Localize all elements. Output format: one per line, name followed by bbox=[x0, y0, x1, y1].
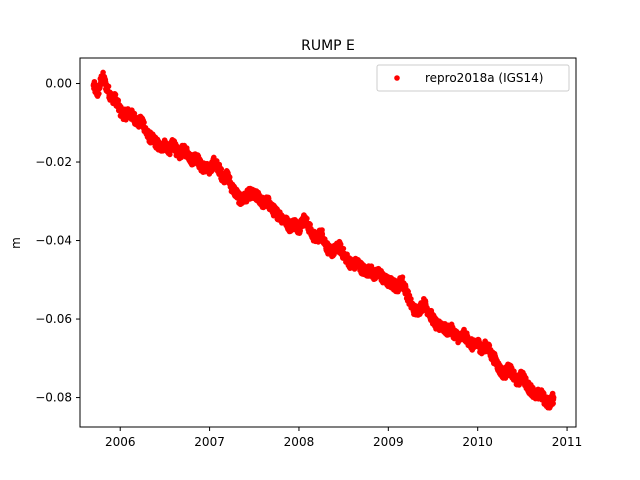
data-point bbox=[550, 400, 556, 407]
x-axis: 2006 2007 2008 2009 2010 2011 bbox=[105, 427, 582, 449]
legend-label: repro2018a (IGS14) bbox=[425, 71, 543, 85]
data-point bbox=[337, 241, 344, 248]
x-tick-label: 2010 bbox=[462, 435, 493, 449]
y-tick-label: −0.06 bbox=[35, 312, 72, 326]
legend-marker bbox=[394, 75, 400, 81]
x-tick-label: 2009 bbox=[373, 435, 404, 449]
data-point bbox=[550, 396, 557, 403]
data-point bbox=[307, 221, 313, 228]
data-point bbox=[293, 218, 300, 225]
data-point bbox=[304, 215, 310, 222]
x-tick-label: 2007 bbox=[194, 435, 225, 449]
y-tick-label: −0.04 bbox=[35, 234, 72, 248]
data-point bbox=[399, 274, 406, 280]
data-point bbox=[226, 174, 233, 180]
data-point bbox=[218, 166, 225, 172]
data-points bbox=[90, 69, 557, 411]
chart-title: RUMP E bbox=[301, 38, 355, 54]
data-point bbox=[96, 90, 102, 97]
data-point bbox=[319, 227, 325, 233]
legend: repro2018a (IGS14) bbox=[376, 64, 570, 92]
data-point bbox=[115, 97, 122, 104]
y-tick-label: −0.02 bbox=[35, 155, 72, 169]
data-point bbox=[340, 245, 347, 252]
y-tick-label: −0.08 bbox=[35, 391, 72, 405]
data-point bbox=[486, 342, 493, 349]
x-tick-label: 2011 bbox=[552, 435, 583, 449]
plot-frame bbox=[79, 57, 577, 428]
x-tick-label: 2006 bbox=[105, 435, 136, 449]
data-point bbox=[105, 83, 112, 90]
data-point bbox=[141, 119, 147, 126]
data-point bbox=[297, 227, 304, 234]
y-tick-label: 0.00 bbox=[45, 77, 72, 91]
y-axis: 0.00 −0.02 −0.04 −0.06 −0.08 bbox=[35, 77, 80, 405]
legend-box bbox=[376, 64, 570, 92]
data-point bbox=[408, 296, 414, 302]
x-tick-label: 2008 bbox=[284, 435, 315, 449]
y-axis-label: m bbox=[9, 237, 23, 249]
